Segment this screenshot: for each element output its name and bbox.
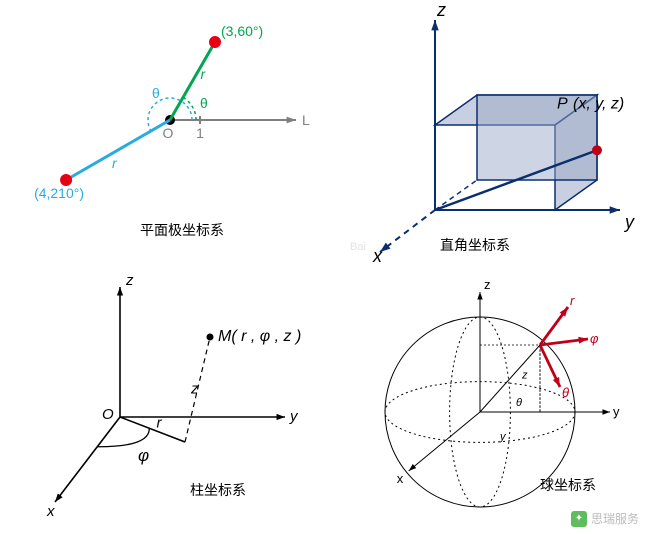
svg-text:θ: θ	[200, 95, 208, 111]
svg-text:O: O	[102, 406, 114, 423]
svg-text:r: r	[201, 66, 207, 82]
svg-text:z: z	[190, 380, 199, 397]
svg-text:M( r , φ , z ): M( r , φ , z )	[218, 328, 301, 345]
svg-text:(4,210°): (4,210°)	[34, 185, 84, 201]
svg-text:x: x	[46, 503, 55, 520]
svg-text:z: z	[521, 369, 528, 381]
svg-text:(3,60°): (3,60°)	[221, 23, 263, 39]
cylindrical-caption: 柱坐标系	[190, 480, 246, 500]
svg-text:x: x	[372, 246, 383, 266]
svg-text:φ: φ	[138, 446, 149, 465]
svg-text:y: y	[623, 212, 635, 232]
spherical-panel: z y x r φ θ θ z y	[325, 267, 649, 534]
svg-text:y: y	[499, 431, 507, 443]
svg-text:r: r	[570, 293, 575, 308]
svg-text:y: y	[613, 404, 620, 419]
svg-text:1: 1	[196, 125, 204, 141]
svg-text:θ: θ	[152, 85, 160, 101]
svg-text:z: z	[125, 272, 134, 289]
svg-text:θ: θ	[516, 397, 522, 409]
svg-text:x: x	[396, 470, 403, 485]
watermark-text: 思瑞服务	[591, 510, 639, 527]
svg-text:L: L	[302, 112, 310, 128]
svg-text:O: O	[163, 125, 174, 141]
svg-text:(x, y, z): (x, y, z)	[573, 95, 624, 112]
wechat-icon: ✦	[571, 511, 587, 527]
svg-text:z: z	[436, 0, 446, 20]
cartesian-panel: P (x, y, z) z y x Bai	[325, 0, 649, 267]
svg-text:Bai: Bai	[350, 241, 366, 253]
svg-text:z: z	[484, 277, 491, 292]
svg-text:r: r	[112, 155, 118, 171]
svg-text:θ: θ	[562, 385, 569, 400]
cylindrical-panel: zyxOrφzM( r , φ , z )	[0, 267, 325, 534]
watermark: ✦ 思瑞服务	[571, 510, 639, 527]
polar-caption: 平面极坐标系	[140, 220, 224, 240]
spherical-caption: 球坐标系	[540, 475, 596, 495]
svg-text:φ: φ	[590, 331, 599, 346]
svg-text:y: y	[289, 408, 299, 425]
cartesian-caption: 直角坐标系	[440, 235, 510, 255]
svg-text:P: P	[557, 95, 568, 112]
